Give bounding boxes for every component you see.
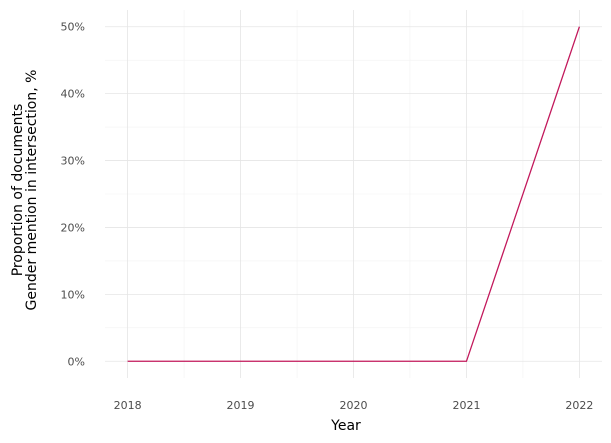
x-axis-ticks: 2018 2019 2020 2021 2022 <box>114 399 594 412</box>
y-tick-label: 30% <box>61 155 85 168</box>
x-tick-label: 2018 <box>114 399 142 412</box>
y-axis-title-line-1: Proportion of documents <box>10 104 26 277</box>
x-tick-label: 2022 <box>565 399 593 412</box>
y-tick-label: 0% <box>68 355 85 368</box>
y-tick-label: 20% <box>61 221 85 234</box>
x-tick-label: 2021 <box>452 399 480 412</box>
y-axis-title-line-2: Gender mention in intersection, % <box>24 70 40 311</box>
series-layer <box>127 26 581 362</box>
x-axis-title: Year <box>330 418 361 434</box>
y-axis-ticks: 0% 10% 20% 30% 40% 50% <box>61 21 85 369</box>
y-tick-label: 40% <box>61 88 85 101</box>
x-tick-label: 2020 <box>340 399 368 412</box>
x-tick-label: 2019 <box>227 399 255 412</box>
y-tick-label: 10% <box>61 288 85 301</box>
y-tick-label: 50% <box>61 21 85 34</box>
y-axis-title: Proportion of documents Gender mention i… <box>10 70 40 311</box>
grid <box>105 10 602 378</box>
series-line <box>127 26 581 362</box>
